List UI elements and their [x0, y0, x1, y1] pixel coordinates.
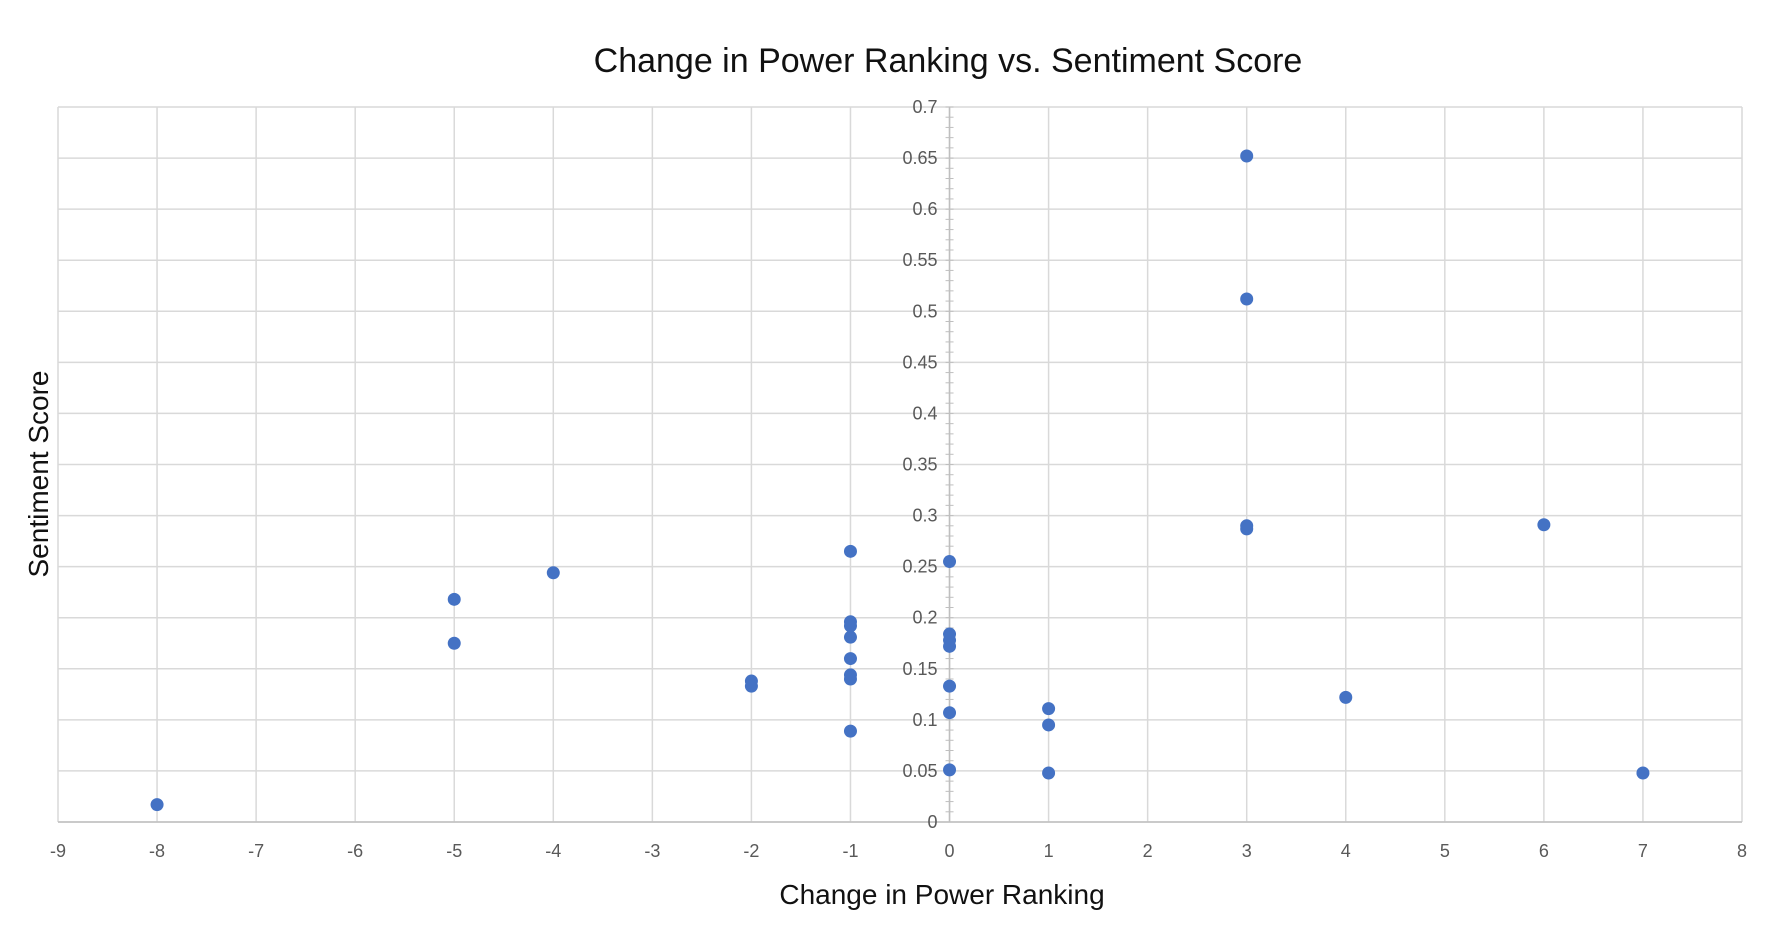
axes [58, 106, 1742, 823]
y-tick-label: 0.4 [912, 403, 937, 423]
x-tick-label: 1 [1044, 841, 1054, 861]
data-point [943, 555, 957, 569]
data-point [943, 679, 957, 693]
x-tick-label: -9 [50, 841, 66, 861]
y-tick-label: 0.3 [912, 506, 937, 526]
data-point [843, 652, 857, 666]
data-point [1240, 292, 1254, 306]
y-tick-label: 0.45 [902, 352, 937, 372]
y-tick-label: 0.05 [902, 761, 937, 781]
y-tick-label: 0.2 [912, 608, 937, 628]
data-point [546, 566, 560, 580]
data-point [447, 592, 461, 606]
y-tick-label: 0.25 [902, 557, 937, 577]
x-axis-title: Change in Power Ranking [779, 879, 1104, 910]
x-tick-label: 4 [1341, 841, 1351, 861]
data-point [1240, 149, 1254, 163]
y-tick-label: 0 [928, 812, 938, 832]
data-point [943, 763, 957, 777]
x-tick-label: -8 [149, 841, 165, 861]
data-point [1636, 766, 1650, 780]
x-tick-label: -2 [743, 841, 759, 861]
data-point [1240, 522, 1254, 536]
data-point [1537, 518, 1551, 532]
y-tick-label: 0.1 [912, 710, 937, 730]
data-point [1042, 718, 1056, 732]
data-point [447, 636, 461, 650]
chart-title: Change in Power Ranking vs. Sentiment Sc… [594, 42, 1303, 80]
x-tick-label: -7 [248, 841, 264, 861]
y-tick-label: 0.15 [902, 659, 937, 679]
x-tick-label: 3 [1242, 841, 1252, 861]
x-tick-label: 8 [1737, 841, 1747, 861]
x-tick-label: -6 [347, 841, 363, 861]
y-tick-label: 0.65 [902, 148, 937, 168]
x-tick-label: -1 [842, 841, 858, 861]
x-tick-label: 6 [1539, 841, 1549, 861]
x-tick-label: 5 [1440, 841, 1450, 861]
data-point [943, 639, 957, 653]
y-tick-label: 0.35 [902, 455, 937, 475]
data-point [1042, 766, 1056, 780]
y-tick-label: 0.5 [912, 301, 937, 321]
x-tick-label: -3 [644, 841, 660, 861]
data-point [843, 724, 857, 738]
y-tick-label: 0.7 [912, 97, 937, 117]
x-tick-label: 0 [945, 841, 955, 861]
data-points [150, 149, 1650, 812]
data-point [1339, 690, 1353, 704]
data-point [150, 798, 164, 812]
y-tick-label: 0.6 [912, 199, 937, 219]
y-tick-label: 0.55 [902, 250, 937, 270]
tick-labels: -9 -8 -7 -6 -5 -4 -3 -2 -1 0 1 2 3 4 5 6 7 8 0 0.05 0.1 0.15 0… [50, 97, 1747, 861]
x-tick-label: -5 [446, 841, 462, 861]
data-point [843, 630, 857, 644]
x-tick-label: 7 [1638, 841, 1648, 861]
data-point [843, 672, 857, 686]
y-axis-title: Sentiment Score [23, 371, 54, 578]
x-tick-label: 2 [1143, 841, 1153, 861]
data-point [744, 679, 758, 693]
data-point [843, 619, 857, 633]
data-point [843, 544, 857, 558]
data-point [943, 706, 957, 720]
data-point [1042, 702, 1056, 716]
gridlines [57, 106, 1743, 823]
x-tick-label: -4 [545, 841, 561, 861]
